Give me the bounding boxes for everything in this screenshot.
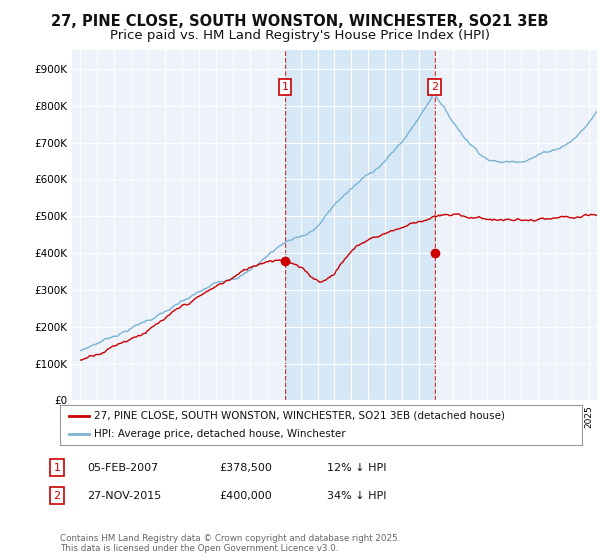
Text: Price paid vs. HM Land Registry's House Price Index (HPI): Price paid vs. HM Land Registry's House …	[110, 29, 490, 42]
Text: 05-FEB-2007: 05-FEB-2007	[87, 463, 158, 473]
Text: 34% ↓ HPI: 34% ↓ HPI	[327, 491, 386, 501]
Text: 1: 1	[53, 463, 61, 473]
Text: £400,000: £400,000	[219, 491, 272, 501]
Text: 2: 2	[431, 82, 438, 92]
Text: 1: 1	[282, 82, 289, 92]
Text: HPI: Average price, detached house, Winchester: HPI: Average price, detached house, Winc…	[94, 430, 346, 439]
Text: 12% ↓ HPI: 12% ↓ HPI	[327, 463, 386, 473]
Text: 2: 2	[53, 491, 61, 501]
Text: 27, PINE CLOSE, SOUTH WONSTON, WINCHESTER, SO21 3EB (detached house): 27, PINE CLOSE, SOUTH WONSTON, WINCHESTE…	[94, 411, 505, 421]
Text: 27-NOV-2015: 27-NOV-2015	[87, 491, 161, 501]
Bar	[285, 50, 434, 400]
Text: 27, PINE CLOSE, SOUTH WONSTON, WINCHESTER, SO21 3EB: 27, PINE CLOSE, SOUTH WONSTON, WINCHESTE…	[51, 14, 549, 29]
Text: Contains HM Land Registry data © Crown copyright and database right 2025.
This d: Contains HM Land Registry data © Crown c…	[60, 534, 400, 553]
Text: £378,500: £378,500	[219, 463, 272, 473]
